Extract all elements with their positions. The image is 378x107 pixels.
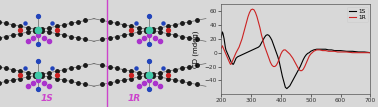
1S [226, 55, 231, 56]
1S [232, 62, 237, 63]
Line: 1R: 1R [221, 9, 370, 71]
1R [298, 70, 302, 71]
1R [219, 48, 223, 49]
Y-axis label: CD (mdeg): CD (mdeg) [192, 30, 199, 68]
1S [362, 51, 367, 53]
1S [276, 56, 280, 57]
1S [368, 52, 373, 53]
Legend: 1S, 1R: 1S, 1R [347, 7, 367, 22]
1R [231, 58, 236, 59]
1S [233, 59, 238, 60]
1R [276, 62, 280, 63]
1S [219, 37, 223, 38]
1R [362, 52, 367, 53]
1R [225, 58, 230, 59]
Text: 1S: 1S [40, 94, 53, 103]
1R [232, 55, 237, 56]
Text: 1R: 1R [128, 94, 141, 103]
1R [318, 49, 322, 51]
1S [220, 31, 225, 33]
1R [368, 52, 373, 53]
1S [318, 49, 322, 50]
1R [250, 8, 255, 10]
1S [285, 88, 289, 89]
Line: 1S: 1S [221, 32, 370, 89]
